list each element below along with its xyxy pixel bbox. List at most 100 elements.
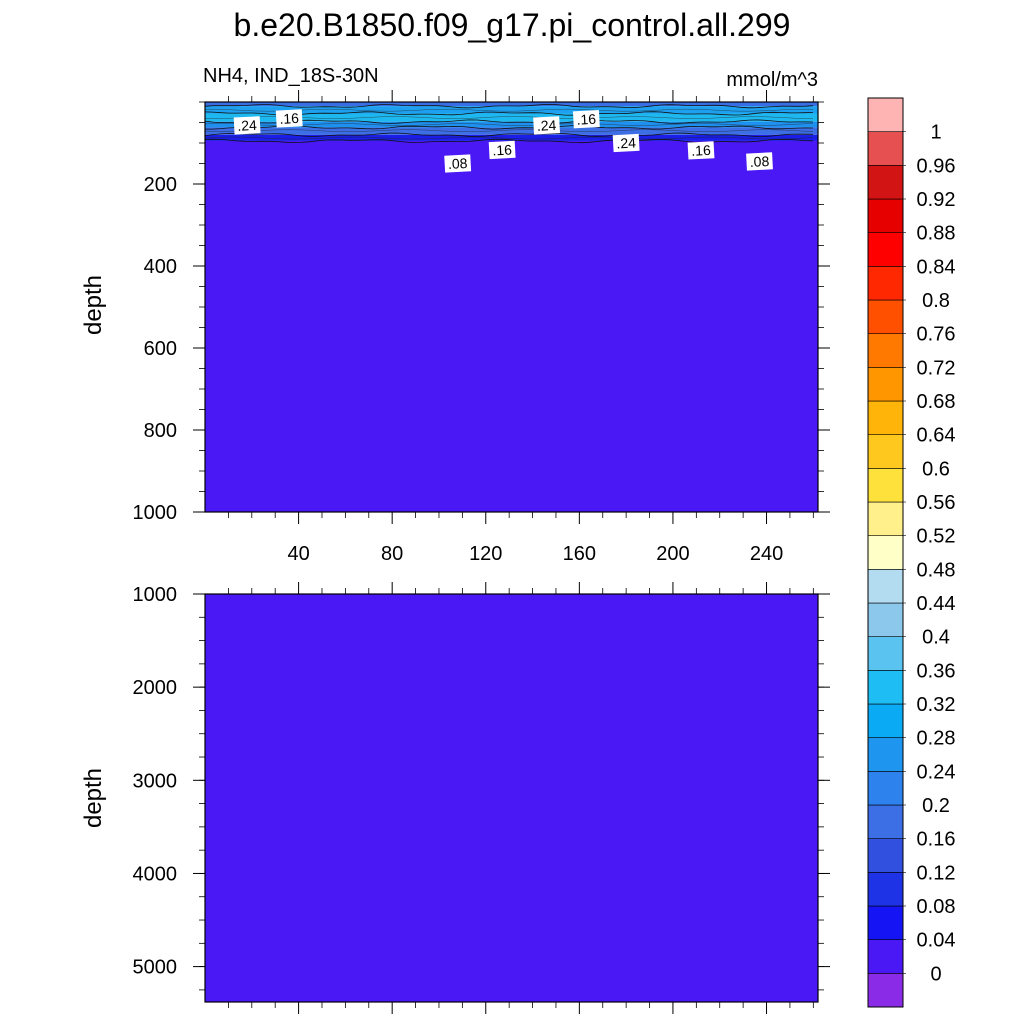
contour-label-box xyxy=(444,154,472,173)
contour-line xyxy=(204,119,814,124)
units-label: mmol/m^3 xyxy=(726,69,818,91)
colorbar-label: 0.16 xyxy=(917,829,956,851)
depth-band-fill xyxy=(205,140,818,512)
colorbar-label: 0.04 xyxy=(917,930,956,952)
x-tick-label: 120 xyxy=(469,543,502,565)
contour-line xyxy=(204,129,814,132)
contour-label: .16 xyxy=(576,111,596,128)
x-tick-label: 80 xyxy=(381,543,403,565)
colorbar-label: 0.88 xyxy=(917,223,956,245)
colorbar-swatch xyxy=(867,569,904,604)
colorbar-swatch xyxy=(867,165,904,200)
colorbar-swatch xyxy=(867,636,904,671)
depth-band-fill xyxy=(205,121,818,128)
colorbar-swatch xyxy=(867,939,904,974)
colorbar-label: 0.64 xyxy=(917,425,956,447)
x-tick-label: 200 xyxy=(656,543,689,565)
contour-line xyxy=(204,132,814,137)
figure-title: b.e20.B1850.f09_g17.pi_control.all.299 xyxy=(234,7,791,43)
contour-label: .16 xyxy=(279,110,299,127)
contour-label: .16 xyxy=(492,141,512,158)
x-tick-label: 160 xyxy=(563,543,596,565)
colorbar-swatch xyxy=(867,299,904,334)
colorbar-swatch xyxy=(867,333,904,368)
y-tick-label: 600 xyxy=(144,338,177,360)
colorbar-swatch xyxy=(867,905,904,940)
colorbar-label: 0.72 xyxy=(917,357,956,379)
colorbar-label: 0.2 xyxy=(922,795,950,817)
contour-line xyxy=(204,111,814,116)
colorbar-swatch xyxy=(867,737,904,772)
colorbar-swatch xyxy=(867,400,904,435)
contour-label-box xyxy=(275,109,303,128)
contour-line xyxy=(205,108,814,112)
colorbar-label: 0.08 xyxy=(917,896,956,918)
colorbar-label: 0.8 xyxy=(922,290,950,312)
plot-frame xyxy=(204,593,819,1003)
colorbar-label: 0.48 xyxy=(917,559,956,581)
lower-depth-panel: 1000 2000 3000 4000 5000 depth xyxy=(80,582,830,1014)
colorbar-label: 0.44 xyxy=(917,593,956,615)
colorbar-label: 0.76 xyxy=(917,324,956,346)
contour-label: .08 xyxy=(749,153,769,170)
depth-band-fill xyxy=(205,594,818,1002)
contour-label: .24 xyxy=(237,117,257,134)
colorbar-swatch xyxy=(867,804,904,839)
colorbar-swatch xyxy=(867,535,904,570)
depth-band-fill xyxy=(205,102,818,107)
y-tick-label: 2000 xyxy=(133,677,178,699)
colorbar-label: 0.32 xyxy=(917,694,956,716)
contour-line xyxy=(204,123,814,126)
depth-band-fill xyxy=(205,106,818,114)
y-tick-label: 1000 xyxy=(133,502,178,524)
y-tick-label: 5000 xyxy=(133,957,178,979)
colorbar-label: 0.24 xyxy=(917,761,956,783)
y-tick-label: 800 xyxy=(144,420,177,442)
colorbar-legend: 0 0.04 0.08 0.12 0.16 0.2 0.24 0.28 0.32 0.36 0.4 0… xyxy=(867,97,956,1008)
colorbar-swatch xyxy=(867,266,904,301)
colorbar-swatch xyxy=(867,771,904,806)
x-tick-label: 240 xyxy=(750,543,783,565)
contour-line xyxy=(204,116,814,119)
contour-label-box xyxy=(533,116,561,135)
y-axis-label: depth xyxy=(80,768,107,828)
colorbar-label: 0.56 xyxy=(917,492,956,514)
colorbar-swatch xyxy=(867,973,904,1008)
colorbar-label: 0.84 xyxy=(917,256,956,278)
contour-label: .08 xyxy=(448,155,468,172)
y-tick-label: 4000 xyxy=(133,863,178,885)
contour-label: .24 xyxy=(616,134,636,151)
colorbar-label: 0.12 xyxy=(917,862,956,884)
x-tick-label: 40 xyxy=(287,543,309,565)
colorbar-swatch xyxy=(867,670,904,705)
contour-label-box xyxy=(488,140,516,160)
colorbar-swatch xyxy=(867,468,904,503)
depth-band-fill xyxy=(205,134,818,141)
upper-depth-panel: 200 400 600 800 1000 40 80 120 160 200 240 depth .24… xyxy=(80,90,830,565)
contour-label: .24 xyxy=(536,117,556,134)
depth-band-fill xyxy=(205,113,818,122)
variable-region-label: NH4, IND_18S-30N xyxy=(203,65,379,87)
colorbar-swatch xyxy=(867,434,904,469)
colorbar-frame xyxy=(867,97,904,1008)
contour-label-box xyxy=(572,110,600,129)
contour-label-box xyxy=(746,152,773,171)
colorbar-label: 0.4 xyxy=(922,627,950,649)
colorbar-label: 1 xyxy=(930,122,941,144)
contour-label-box xyxy=(233,116,261,135)
colorbar-label: 0 xyxy=(930,963,941,985)
colorbar-swatch xyxy=(867,703,904,738)
contour-label: .16 xyxy=(691,142,711,159)
contour-line xyxy=(204,136,814,140)
depth-band-fill xyxy=(205,127,818,135)
colorbar-swatch xyxy=(867,232,904,267)
colorbar-swatch xyxy=(867,97,904,132)
y-tick-label: 200 xyxy=(144,174,177,196)
colorbar-swatch xyxy=(867,838,904,873)
y-tick-label: 1000 xyxy=(133,584,178,606)
colorbar-label: 0.28 xyxy=(917,728,956,750)
colorbar-label: 0.92 xyxy=(917,189,956,211)
colorbar-swatch xyxy=(867,602,904,637)
contour-line xyxy=(204,103,814,109)
